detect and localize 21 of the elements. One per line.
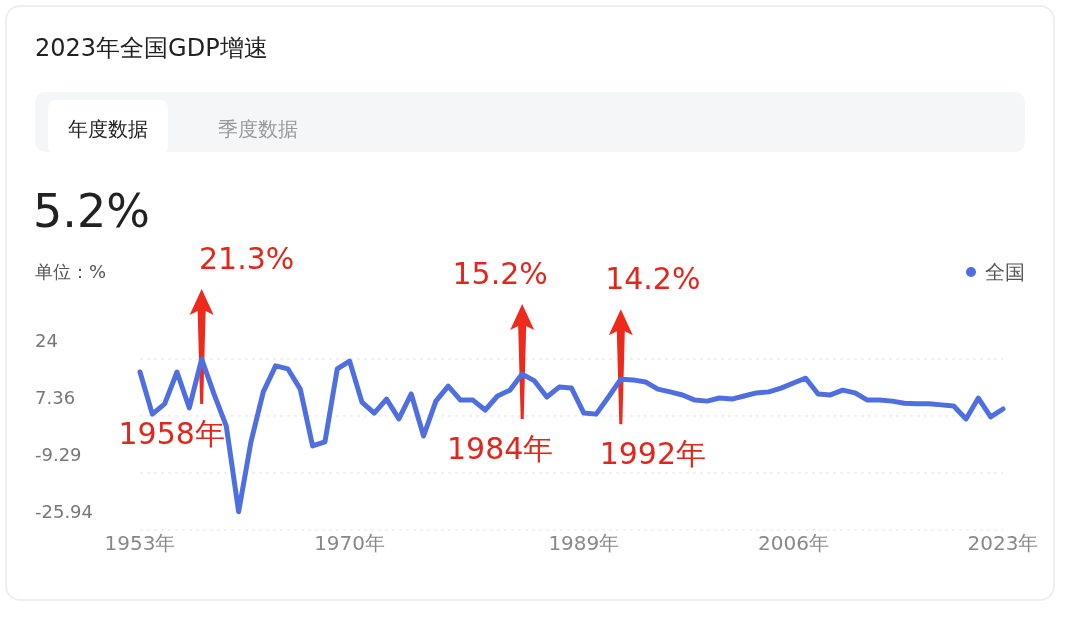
annotation: 14.2% — [605, 261, 701, 297]
x-tick-label: 1953年 — [104, 531, 176, 555]
annotation: 21.3% — [198, 241, 295, 276]
annotation: 1984年 — [447, 431, 554, 467]
x-tick-label: 1970年 — [314, 531, 386, 555]
y-tick-label: -25.94 — [35, 501, 94, 522]
text: 季度数据 — [218, 117, 298, 141]
x-tick-label: 2006年 — [757, 531, 829, 555]
x-tick-label: 1989年 — [548, 531, 620, 555]
text: 年度数据 — [68, 117, 148, 141]
legend-label: 全国 — [985, 260, 1025, 284]
annotation: 1958年 — [118, 416, 225, 451]
y-axis-title: 单位：% — [35, 261, 107, 282]
chart-subtitle: 5.2% — [33, 184, 150, 238]
y-tick-label: -9.29 — [35, 443, 82, 465]
annotation: 15.2% — [452, 256, 548, 292]
x-tick-label: 2023年 — [967, 531, 1039, 555]
y-tick-label: 24 — [35, 330, 58, 351]
annotation: 1992年 — [599, 436, 706, 472]
y-tick-label: 7.36 — [35, 386, 76, 408]
chart-title: 2023年全国GDP增速 — [35, 34, 268, 62]
